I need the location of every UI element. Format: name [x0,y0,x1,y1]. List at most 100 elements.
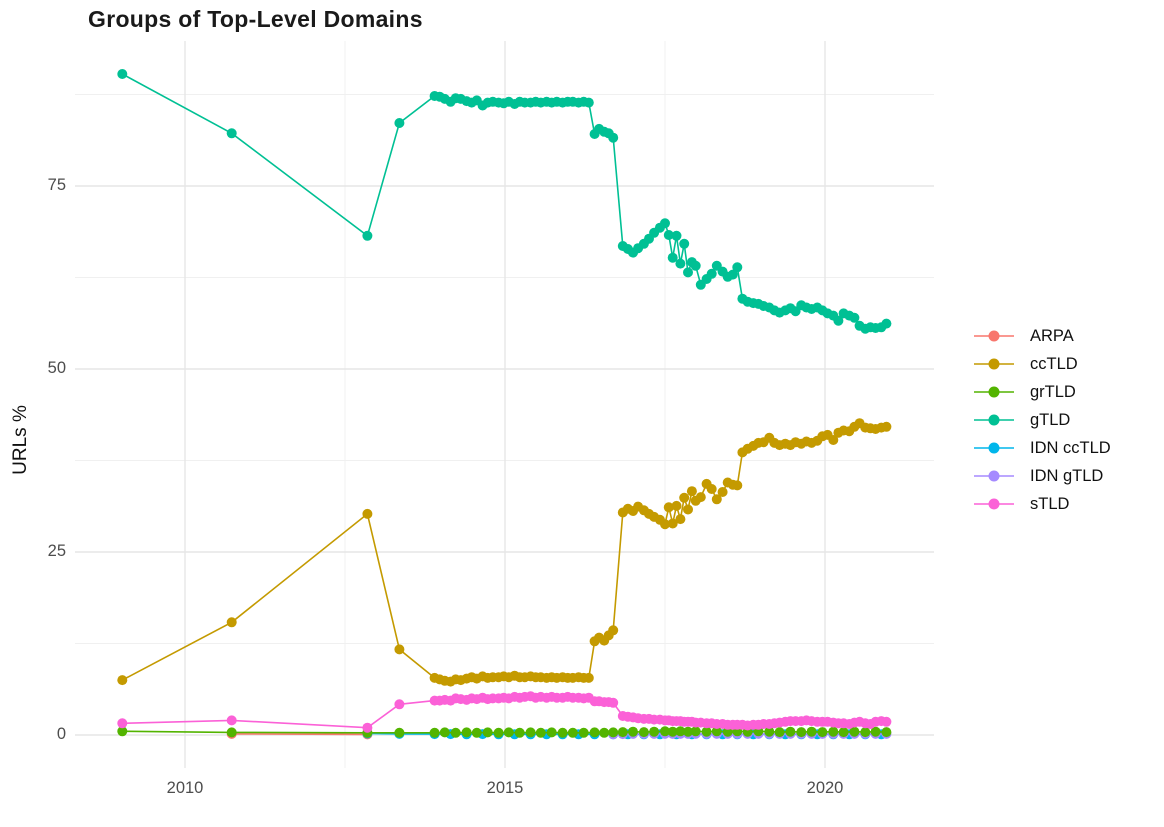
data-point-grtld [828,726,839,737]
legend-point-icon [988,358,1000,370]
data-point-grtld [525,727,536,738]
data-point-grtld [439,727,450,738]
data-point-grtld [860,727,871,738]
data-point-gtld [683,267,693,278]
data-point-grtld [711,726,722,737]
data-point-cctld [706,484,717,494]
legend-point-icon [988,414,1000,426]
data-point-grtld [870,726,881,737]
legend-item-cctld: ccTLD [972,350,1111,378]
data-point-grtld [806,726,817,737]
legend-point-icon [988,442,1000,454]
legend-point-icon [988,386,1000,398]
data-point-grtld [881,727,892,738]
data-point-grtld [849,726,860,737]
data-point-grtld [429,727,440,738]
legend-label: IDN gTLD [1030,466,1104,485]
data-point-gtld [667,252,678,263]
data-point-grtld [667,726,678,737]
data-point-stld [394,699,405,710]
data-point-gtld [849,312,860,323]
data-point-cctld [683,504,693,515]
legend-key-icon [974,498,1014,510]
legend-label: sTLD [1030,494,1070,513]
y-axis-title: URLs % [10,405,31,475]
legend-label: ccTLD [1030,354,1078,373]
data-point-grtld [471,727,482,738]
series-cctld [117,418,892,687]
data-point-grtld [690,726,701,737]
data-point-cctld [394,644,405,655]
x-tick-label: 2015 [486,779,524,797]
data-point-cctld [671,500,682,511]
legend-key-icon [974,330,1014,342]
data-point-grtld [683,726,693,737]
data-point-cctld [717,487,728,497]
data-point-grtld [617,727,628,738]
data-point-stld [226,715,237,726]
data-point-cctld [117,675,128,686]
legend-item-idn-cctld: IDN ccTLD [972,434,1111,462]
legend-item-gtld: gTLD [972,406,1111,434]
data-point-grtld [838,727,849,738]
legend-key-icon [974,358,1014,370]
data-point-gtld [732,262,743,273]
legend-key-icon [974,470,1014,482]
data-point-cctld [711,494,722,505]
data-point-grtld [578,727,589,738]
data-point-grtld [546,727,557,738]
data-point-grtld [638,727,649,738]
data-point-grtld [461,727,472,738]
legend-point-icon [988,470,1000,482]
legend-key-icon [974,414,1014,426]
data-point-grtld [482,727,493,738]
data-point-gtld [679,238,690,249]
legend-label: IDN ccTLD [1030,438,1111,457]
data-point-grtld [675,726,686,737]
data-point-stld [362,722,373,733]
series-arpa [226,728,373,740]
data-point-cctld [828,435,839,445]
legend-label: ARPA [1030,326,1074,345]
series-stld [117,691,892,733]
data-point-cctld [675,514,686,525]
data-point-gtld [608,132,619,143]
data-point-cctld [686,486,697,497]
data-point-gtld [660,218,670,229]
data-point-gtld [727,269,738,280]
data-point-grtld [785,726,796,737]
data-point-grtld [450,727,461,738]
legend-point-icon [988,330,1000,342]
data-point-cctld [583,672,594,683]
data-point-gtld [583,97,594,108]
y-tick-label: 75 [47,176,66,194]
legend-point-icon [988,498,1000,510]
legend-label: grTLD [1030,382,1076,401]
data-point-cctld [226,617,237,628]
data-point-grtld [567,727,578,738]
data-point-gtld [833,315,844,326]
data-point-grtld [394,727,405,738]
data-point-grtld [764,726,775,737]
data-point-gtld [690,260,701,271]
series-grtld [117,726,892,738]
chart-title: Groups of Top-Level Domains [88,6,423,32]
legend-item-stld: sTLD [972,490,1111,518]
data-point-gtld [362,230,373,241]
data-point-grtld [117,726,128,737]
data-point-grtld [628,726,638,737]
data-point-cctld [732,480,743,491]
data-point-cctld [667,518,678,529]
data-point-gtld [226,128,237,139]
data-point-cctld [663,502,674,513]
legend: ARPA ccTLD grTLD gTLD IDN ccTLD IDN gTLD sTLD [972,322,1111,518]
legend-item-grtld: grTLD [972,378,1111,406]
data-point-grtld [514,727,525,738]
y-tick-label: 0 [56,725,66,743]
data-point-gtld [663,230,674,240]
data-point-grtld [774,727,785,738]
data-point-gtld [117,69,128,79]
legend-item-arpa: ARPA [972,322,1111,350]
